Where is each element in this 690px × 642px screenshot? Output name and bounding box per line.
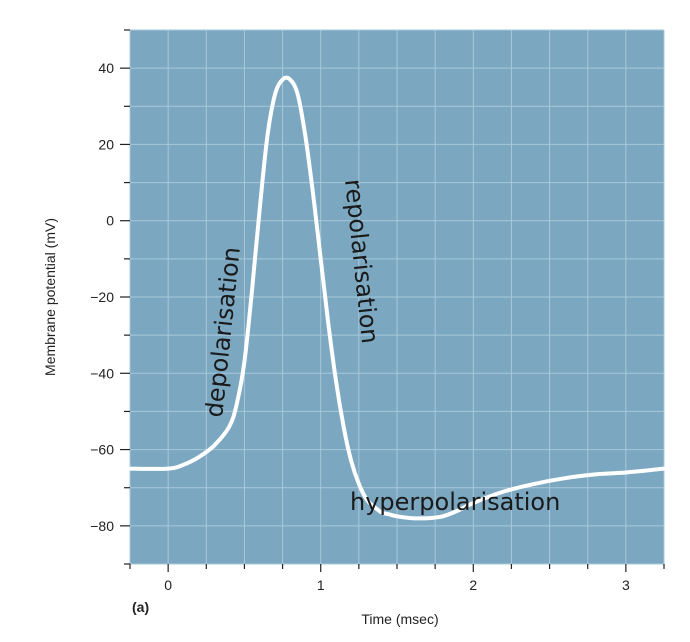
x-tick-label: 0 — [164, 577, 172, 593]
y-tick-label: 20 — [98, 136, 114, 152]
tick-labels: 40 20 0 −20 −40 −60 −80 0 1 2 3 — [90, 60, 630, 593]
y-tick-label: −20 — [90, 289, 114, 305]
y-tick-label: −40 — [90, 365, 114, 381]
x-tick-label: 1 — [317, 577, 325, 593]
x-tick-label: 2 — [469, 577, 477, 593]
y-tick-label: 0 — [106, 213, 114, 229]
panel-label: (a) — [132, 599, 149, 615]
y-axis-title: Membrane potential (mV) — [42, 218, 58, 376]
axis-ticks — [120, 29, 665, 572]
grid — [129, 29, 665, 565]
annotation-hyperpolarisation: hyperpolarisation — [350, 488, 560, 516]
membrane-potential-line — [128, 75, 666, 521]
x-tick-label: 3 — [622, 577, 630, 593]
y-tick-label: 40 — [98, 60, 114, 76]
y-tick-label: −60 — [90, 442, 114, 458]
y-tick-label: −80 — [90, 518, 114, 534]
x-axis-title: Time (msec) — [361, 611, 438, 627]
